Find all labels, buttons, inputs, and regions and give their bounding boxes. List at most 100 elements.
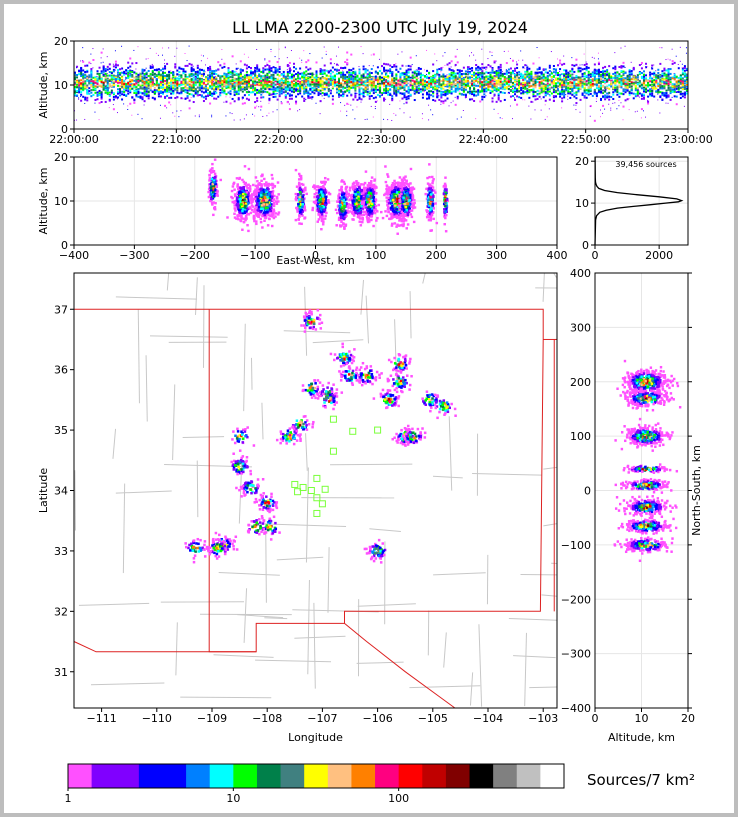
- source-point: [182, 68, 185, 71]
- source-point: [395, 77, 398, 80]
- source-point: [282, 73, 285, 76]
- source-point: [346, 75, 349, 78]
- source-point: [286, 83, 289, 86]
- source-point: [149, 89, 152, 92]
- source-point: [354, 96, 357, 99]
- source-point: [299, 88, 302, 91]
- source-point: [166, 86, 169, 89]
- source-point: [426, 97, 429, 100]
- source-point: [92, 59, 95, 62]
- source-point: [389, 70, 392, 73]
- source-point: [145, 78, 148, 81]
- source-point: [413, 82, 416, 85]
- source-point: [225, 85, 228, 88]
- source-point: [213, 72, 216, 75]
- source-point: [233, 77, 236, 80]
- source-point: [315, 83, 318, 86]
- source-point: [395, 86, 398, 89]
- source-point: [346, 115, 348, 117]
- source-point: [538, 71, 541, 74]
- source-point: [374, 84, 377, 87]
- source-point: [166, 75, 169, 78]
- source-point: [241, 90, 244, 93]
- source-point: [266, 76, 269, 79]
- source-point: [180, 76, 183, 79]
- source-point: [74, 93, 76, 96]
- source-point: [305, 91, 308, 94]
- source-point: [233, 89, 235, 91]
- source-point: [338, 72, 341, 75]
- source-point: [162, 75, 165, 78]
- source-point: [354, 77, 357, 80]
- source-point: [288, 108, 291, 111]
- source-point: [516, 61, 518, 63]
- source-point: [489, 65, 492, 68]
- source-point: [92, 67, 94, 69]
- source-point: [544, 79, 547, 82]
- source-point: [114, 75, 117, 78]
- source-point: [119, 68, 122, 71]
- source-point: [344, 86, 347, 89]
- source-point: [360, 46, 362, 48]
- source-point: [74, 71, 76, 74]
- source-point: [266, 115, 268, 117]
- source-point: [550, 82, 553, 85]
- source-point: [127, 76, 130, 79]
- source-point: [221, 90, 224, 93]
- source-point: [307, 90, 309, 92]
- source-point: [319, 80, 322, 83]
- source-point: [157, 95, 160, 98]
- source-point: [434, 88, 437, 91]
- source-point: [80, 84, 83, 87]
- source-point: [399, 87, 402, 90]
- source-point: [546, 78, 549, 81]
- source-point: [403, 112, 405, 114]
- source-point: [483, 86, 485, 88]
- source-point: [514, 97, 516, 99]
- source-point: [403, 96, 406, 99]
- source-point: [159, 81, 162, 84]
- source-point: [415, 80, 418, 83]
- source-point: [362, 81, 365, 84]
- source-point: [239, 71, 242, 74]
- source-point: [288, 93, 291, 96]
- source-point: [505, 87, 508, 90]
- source-point: [335, 68, 338, 71]
- source-point: [370, 89, 373, 92]
- source-point: [178, 74, 180, 76]
- source-point: [96, 91, 99, 94]
- source-point: [217, 82, 220, 85]
- source-point: [419, 81, 422, 84]
- source-point: [88, 74, 91, 77]
- source-point: [444, 75, 447, 78]
- source-point: [348, 69, 350, 71]
- source-point: [366, 79, 369, 82]
- source-point: [319, 69, 322, 72]
- source-point: [335, 83, 338, 86]
- source-point: [335, 55, 337, 57]
- source-point: [290, 94, 293, 97]
- source-point: [229, 80, 232, 83]
- source-point: [239, 68, 242, 71]
- source-point: [518, 76, 521, 79]
- source-point: [108, 79, 111, 82]
- source-point: [141, 92, 144, 95]
- source-point: [452, 71, 455, 74]
- source-point: [116, 64, 119, 67]
- source-point: [204, 85, 207, 88]
- source-point: [151, 79, 154, 82]
- source-point: [78, 89, 81, 92]
- source-point: [123, 87, 125, 89]
- source-point: [356, 81, 359, 84]
- source-point: [458, 70, 461, 73]
- source-point: [491, 71, 494, 74]
- source-point: [198, 94, 201, 97]
- source-point: [458, 87, 461, 90]
- source-point: [442, 76, 445, 79]
- source-point: [116, 98, 118, 100]
- source-point: [139, 74, 141, 76]
- source-point: [499, 91, 502, 94]
- source-point: [151, 63, 153, 65]
- source-point: [315, 61, 318, 64]
- source-point: [229, 83, 232, 86]
